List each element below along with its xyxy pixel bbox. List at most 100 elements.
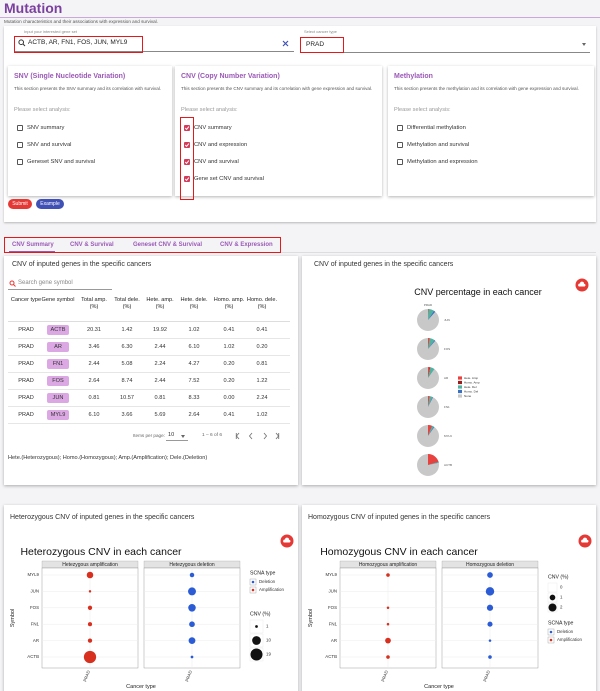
option-label[interactable]: Gene set CNV and survival [194,175,264,182]
gene-chip[interactable]: FOS [47,376,69,386]
pie-slice [428,338,430,349]
column-header: Hete. dele.(%) [180,297,208,310]
option-label[interactable]: SNV and survival [27,141,72,148]
table-search-ring [9,280,15,286]
pie-slice [428,310,436,320]
table-cell: 7.52 [188,378,200,384]
legend-size-label: 0 [560,585,563,590]
gene-chip[interactable]: MYL9 [47,410,69,420]
pager-button [248,432,253,440]
option-label[interactable]: Geneset SNV and survival [27,158,95,165]
items-per-page-value[interactable]: 10 [168,432,175,438]
option-label[interactable]: Methylation and expression [407,158,478,165]
checkbox[interactable] [17,142,23,148]
table-cell: 0.81 [88,395,100,401]
option-label[interactable]: CNV and survival [194,158,239,165]
tab[interactable]: CNV & Expression [220,242,273,248]
table-cell: 1.02 [223,344,235,350]
table-cell: PRAD [18,412,34,418]
pie-slice [428,426,435,436]
option-label[interactable]: CNV summary [194,124,232,131]
legend-dot [251,588,255,592]
column-header: Gene symbol [41,297,75,303]
gene-chip[interactable]: ACTB [47,325,69,335]
y-axis-title: Symbol [10,609,16,627]
table-cell: 2.44 [154,344,166,350]
option-label[interactable]: SNV summary [27,124,65,131]
cancer-select-underline [300,52,590,53]
card-prompt: Please select analysis: [394,107,451,113]
table-cell: 0.41 [223,412,235,418]
action-button[interactable]: Example [36,199,64,209]
table-cell: PRAD [18,344,34,350]
checkbox[interactable] [17,159,23,165]
table-cell: 1.42 [121,327,133,333]
row-rule [8,406,290,407]
pie-legend-label: Homo. Amp [464,380,480,384]
checkbox[interactable] [17,125,23,131]
table-cell: 6.30 [121,344,133,350]
pie-legend-key [458,394,462,398]
checkbox[interactable] [184,176,190,182]
legend-size-dot [250,648,263,661]
option-label[interactable]: CNV and expression [194,141,248,148]
card-description: This section presents the SNV summary an… [14,86,162,91]
table-cell: 2.44 [154,378,166,384]
tab[interactable]: Geneset CNV & Survival [133,242,203,248]
facet-label: Homozygous deletion [466,562,514,568]
checkbox[interactable] [184,142,190,148]
bubble [386,655,390,659]
gene-chip[interactable]: FN1 [47,359,69,369]
table-cell: 0.41 [256,327,268,333]
tab[interactable]: CNV Summary [12,242,54,248]
pie-slice [428,462,439,465]
gene-chip[interactable]: JUN [47,393,69,403]
checkbox[interactable] [397,159,403,165]
tab[interactable]: CNV & Survival [70,242,114,248]
bubble-chart-title: Heterozygous CNV in each cancer [20,546,182,558]
checkbox[interactable] [184,159,190,165]
download-icon-glyph [578,281,586,287]
check-mark [184,126,190,131]
legend-label: Amplification [557,637,582,642]
checkbox[interactable] [397,125,403,131]
y-tick-label: AR [331,638,337,643]
y-tick-label: FOS [30,605,39,610]
pie-panel-title: CNV of inputed genes in the specific can… [314,261,454,268]
pie-label: AR [444,376,449,380]
bubble-chart-title: Homozygous CNV in each cancer [320,546,478,558]
checkbox[interactable] [397,142,403,148]
legend-dot [251,580,255,584]
table-cell: 3.46 [88,344,100,350]
pie-legend-label: None [464,394,472,398]
analysis-card [175,66,382,196]
gene-chip[interactable]: AR [47,342,69,352]
search-icon-handle [22,43,26,47]
select-arrow-glyph [582,43,586,46]
table-title: CNV of inputed genes in the specific can… [12,261,152,268]
pie-label: JUN [444,318,450,322]
table-search-placeholder[interactable]: Search gene symbol [18,280,73,286]
checkbox[interactable] [184,125,190,131]
table-cell: 8.33 [188,395,200,401]
column-header: Hete. amp.(%) [146,297,174,310]
cancer-select-label: Select cancer type [304,29,337,34]
table-cell: PRAD [18,378,34,384]
y-tick-label: AR [33,638,39,643]
pager-buttons [235,432,280,440]
legend-title: CNV (%) [548,574,569,580]
action-button[interactable]: Submit [8,199,32,209]
x-tick-label: PRAD [380,670,389,683]
gene-input-value[interactable]: ACTB, AR, FN1, FOS, JUN, MYL9 [28,39,128,46]
facet-label: Hetezygous amplification [62,562,118,568]
card-description: This section presents the CNV summary an… [181,86,373,91]
table-search-icon [9,280,16,287]
bubble [188,604,196,612]
option-label[interactable]: Methylation and survival [407,141,470,148]
table-search-underline [8,289,112,290]
cancer-select-value[interactable]: PRAD [306,41,325,48]
pie-chart: CNV percentage in each cancer PRAD JUN FOS A… [414,287,542,476]
card-title: Methylation [394,73,433,80]
option-label[interactable]: Differential methylation [407,124,466,131]
